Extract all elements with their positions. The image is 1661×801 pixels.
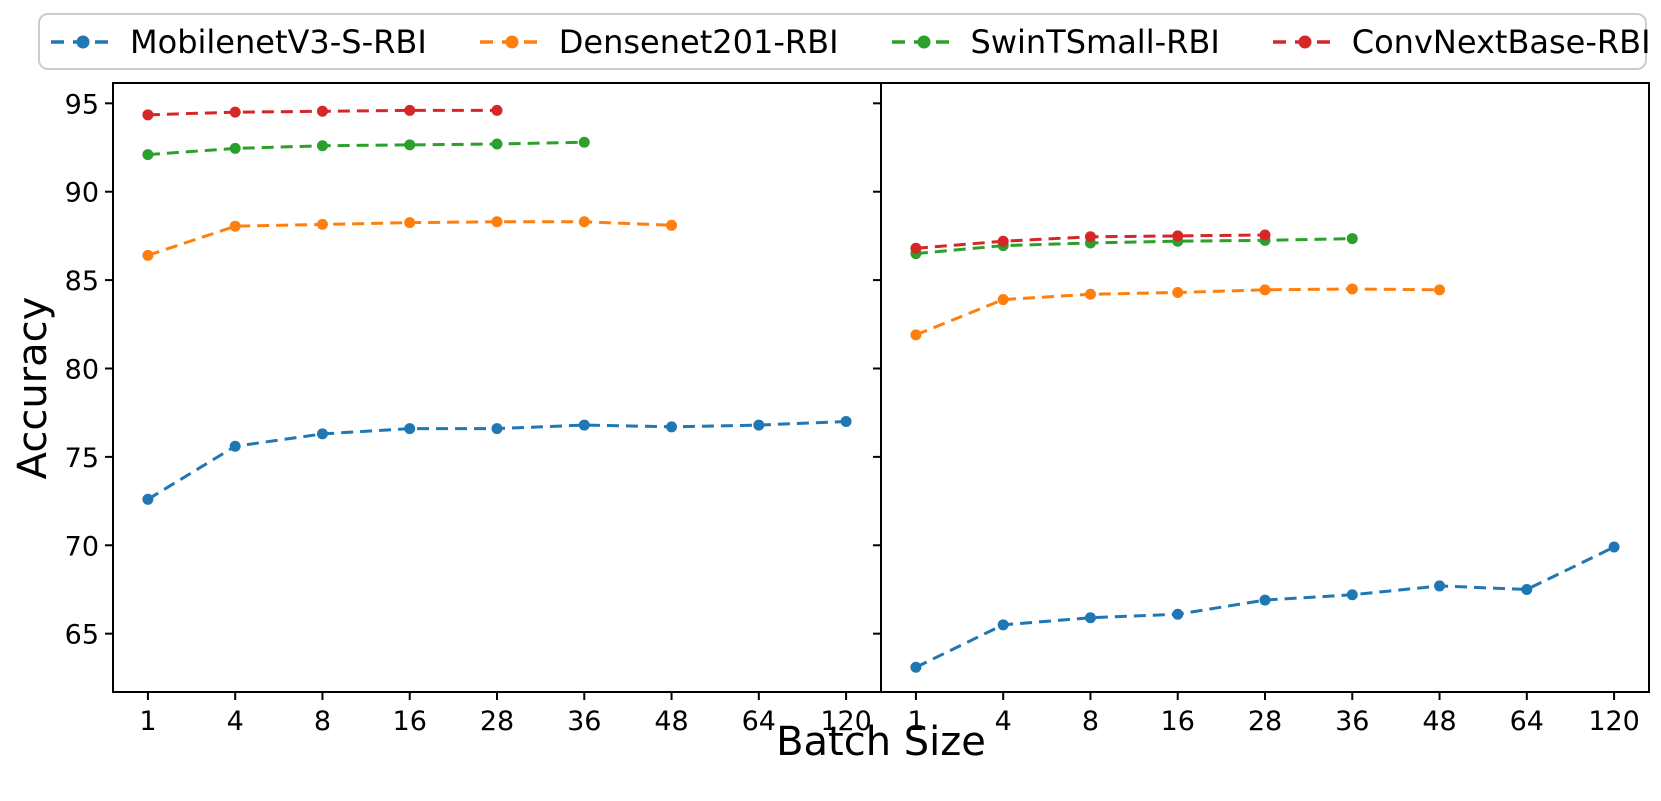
series-marker-MobilenetV3-S-RBI (578, 419, 590, 431)
legend-line-marker-icon (51, 35, 115, 48)
x-tick-label: 48 (654, 706, 688, 737)
series-marker-ConvNextBase-RBI (142, 109, 154, 121)
series-marker-MobilenetV3-S-RBI (1259, 594, 1271, 606)
series-marker-Densenet201-RBI (491, 216, 503, 228)
series-marker-Densenet201-RBI (1346, 283, 1358, 295)
series-marker-ConvNextBase-RBI (491, 104, 503, 116)
series-marker-Densenet201-RBI (1259, 284, 1271, 296)
x-tick-label: 120 (820, 706, 872, 737)
legend-line-marker-icon (1272, 35, 1337, 48)
series-marker-ConvNextBase-RBI (229, 106, 241, 118)
x-tick-label: 48 (1422, 706, 1456, 737)
series-marker-Densenet201-RBI (578, 216, 590, 228)
series-line-SwinTSmall-RBI (147, 140, 585, 157)
series-marker-MobilenetV3-S-RBI (1521, 583, 1533, 595)
series-marker-ConvNextBase-RBI (1259, 229, 1271, 241)
axes-spines (112, 82, 882, 693)
series-marker-SwinTSmall-RBI (491, 138, 503, 150)
legend-label: SwinTSmall-RBI (970, 22, 1220, 61)
series-marker-MobilenetV3-S-RBI (910, 661, 922, 673)
series-line-SwinTSmall-RBI (915, 237, 1353, 256)
x-tick-label: 16 (393, 706, 427, 737)
x-tick-label: 28 (480, 706, 514, 737)
series-marker-SwinTSmall-RBI (578, 136, 590, 148)
series-marker-Densenet201-RBI (666, 219, 678, 231)
series-marker-SwinTSmall-RBI (316, 140, 328, 152)
x-tick-label: 4 (227, 706, 244, 737)
series-marker-ConvNextBase-RBI (1084, 231, 1096, 243)
series-marker-MobilenetV3-S-RBI (491, 423, 503, 435)
series-marker-ConvNextBase-RBI (316, 105, 328, 117)
y-tick-label: 90 (65, 178, 99, 209)
x-tick-label: 1 (907, 706, 924, 737)
series-marker-Densenet201-RBI (142, 249, 154, 261)
series-marker-SwinTSmall-RBI (142, 149, 154, 161)
y-axis-label: Accuracy (10, 296, 56, 480)
x-tick-label: 28 (1248, 706, 1282, 737)
x-tick-label: 36 (1335, 706, 1369, 737)
series-marker-ConvNextBase-RBI (910, 242, 922, 254)
x-tick-label: 36 (567, 706, 601, 737)
series-marker-ConvNextBase-RBI (997, 235, 1009, 247)
series-marker-ConvNextBase-RBI (404, 104, 416, 116)
x-tick-label: 120 (1588, 706, 1640, 737)
legend-line-marker-icon (479, 35, 544, 48)
series-marker-Densenet201-RBI (997, 294, 1009, 306)
x-tick-label: 1 (139, 706, 156, 737)
y-tick-label: 95 (65, 89, 99, 120)
y-tick-label: 70 (65, 531, 99, 562)
x-tick-label: 8 (314, 706, 331, 737)
series-marker-ConvNextBase-RBI (1172, 230, 1184, 242)
series-marker-MobilenetV3-S-RBI (1346, 589, 1358, 601)
x-tick-label: 8 (1082, 706, 1099, 737)
series-marker-SwinTSmall-RBI (404, 139, 416, 151)
y-tick-label: 65 (65, 620, 99, 651)
series-marker-MobilenetV3-S-RBI (404, 423, 416, 435)
legend-item-4: ConvNextBase-RBI (1272, 26, 1651, 58)
x-tick-label: 4 (995, 706, 1012, 737)
series-marker-Densenet201-RBI (1084, 288, 1096, 300)
x-tick-label: 16 (1161, 706, 1195, 737)
series-marker-MobilenetV3-S-RBI (753, 419, 765, 431)
legend-label: ConvNextBase-RBI (1351, 22, 1651, 61)
series-marker-MobilenetV3-S-RBI (1434, 580, 1446, 592)
legend-label: Densenet201-RBI (558, 22, 839, 61)
legend: MobilenetV3-S-RBI Densenet201-RBI SwinTSma… (38, 13, 1651, 70)
series-marker-SwinTSmall-RBI (1346, 233, 1358, 245)
panel-right: 1 4 8 16 28 36 48 64 120 (873, 82, 1650, 737)
legend-label: MobilenetV3-S-RBI (130, 22, 427, 61)
series-marker-MobilenetV3-S-RBI (997, 619, 1009, 631)
y-tick-label: 85 (65, 266, 99, 297)
series-marker-Densenet201-RBI (910, 329, 922, 341)
series-marker-MobilenetV3-S-RBI (1608, 541, 1620, 553)
series-marker-MobilenetV3-S-RBI (840, 416, 852, 428)
series-marker-MobilenetV3-S-RBI (1172, 608, 1184, 620)
x-tick-label: 64 (742, 706, 776, 737)
series-marker-MobilenetV3-S-RBI (229, 440, 241, 452)
legend-item-1: MobilenetV3-S-RBI (50, 26, 427, 58)
legend-item-2: Densenet201-RBI (479, 26, 839, 58)
legend-line-marker-icon (891, 35, 956, 48)
x-tick-label: 64 (1510, 706, 1544, 737)
series-marker-MobilenetV3-S-RBI (1084, 612, 1096, 624)
x-axis-label: Batch Size (776, 719, 986, 765)
series-marker-Densenet201-RBI (316, 218, 328, 230)
y-tick-label: 75 (65, 443, 99, 474)
series-marker-MobilenetV3-S-RBI (666, 421, 678, 433)
series-marker-MobilenetV3-S-RBI (316, 428, 328, 440)
y-tick-label: 80 (65, 354, 99, 385)
series-marker-Densenet201-RBI (404, 217, 416, 229)
series-marker-SwinTSmall-RBI (229, 142, 241, 154)
legend-item-3: SwinTSmall-RBI (891, 26, 1220, 58)
series-marker-MobilenetV3-S-RBI (142, 493, 154, 505)
series-line-MobilenetV3-S-RBI (915, 545, 1615, 669)
series-marker-Densenet201-RBI (229, 220, 241, 232)
axes-spines (880, 82, 1650, 693)
series-marker-Densenet201-RBI (1434, 284, 1446, 296)
series-marker-Densenet201-RBI (1172, 286, 1184, 298)
